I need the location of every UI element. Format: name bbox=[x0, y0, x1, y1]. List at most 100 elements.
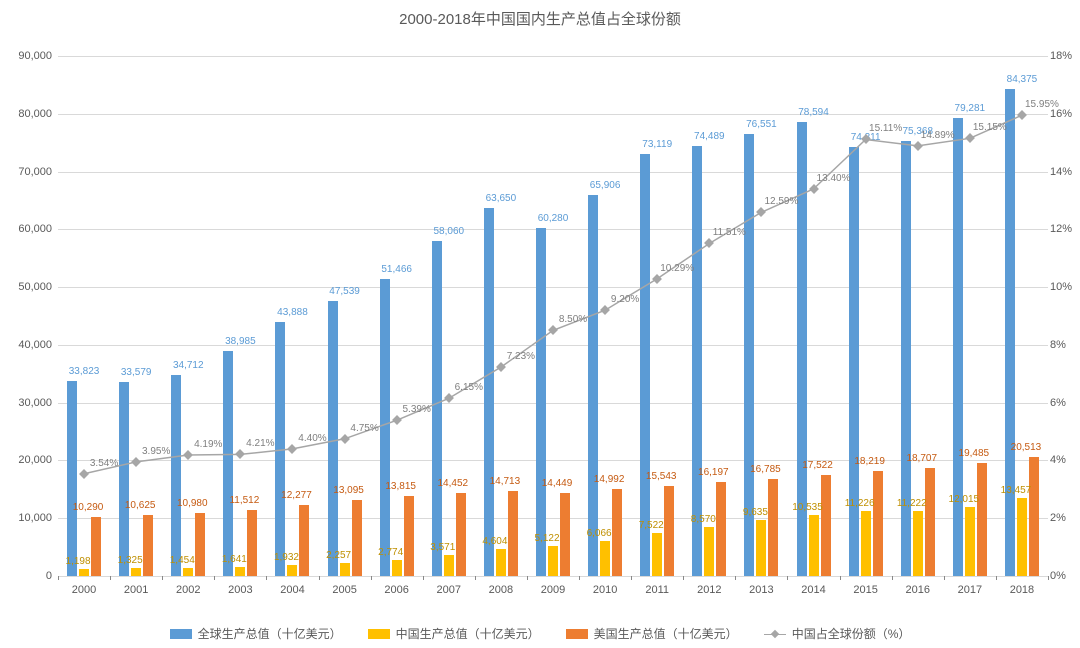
y-right-tick-label: 18% bbox=[1050, 50, 1080, 62]
bar-usa bbox=[768, 479, 778, 576]
bar-usa bbox=[1029, 457, 1039, 576]
bar-global bbox=[171, 375, 181, 576]
legend-label: 中国生产总值（十亿美元） bbox=[396, 625, 540, 642]
data-label-global: 78,594 bbox=[798, 107, 829, 118]
bar-usa bbox=[925, 468, 935, 576]
chart-title: 2000-2018年中国国内生产总值占全球份额 bbox=[0, 8, 1080, 29]
data-label-global: 76,551 bbox=[746, 119, 777, 130]
legend-swatch bbox=[170, 629, 192, 639]
x-tick-label: 2018 bbox=[1010, 584, 1034, 596]
data-label-china: 1,641 bbox=[222, 554, 247, 565]
gridline bbox=[58, 114, 1048, 115]
data-label-china: 8,570 bbox=[691, 514, 716, 525]
bar-usa bbox=[664, 486, 674, 576]
line-marker bbox=[1017, 110, 1027, 120]
x-tick-label: 2011 bbox=[645, 584, 669, 596]
legend-label: 全球生产总值（十亿美元） bbox=[198, 625, 342, 642]
data-label-global: 43,888 bbox=[277, 307, 308, 318]
bar-china bbox=[235, 567, 245, 576]
y-left-tick-label: 50,000 bbox=[0, 281, 52, 293]
data-label-usa: 18,707 bbox=[906, 453, 937, 464]
line-marker bbox=[392, 415, 402, 425]
line-marker bbox=[913, 141, 923, 151]
bar-global bbox=[484, 208, 494, 576]
y-right-tick-label: 4% bbox=[1050, 454, 1080, 466]
y-right-tick-label: 2% bbox=[1050, 512, 1080, 524]
data-label-share: 4.75% bbox=[350, 423, 378, 434]
x-tick-label: 2014 bbox=[801, 584, 825, 596]
data-label-share: 7.23% bbox=[507, 351, 535, 362]
data-label-share: 12.59% bbox=[764, 196, 798, 207]
data-label-usa: 10,980 bbox=[177, 498, 208, 509]
data-label-usa: 19,485 bbox=[959, 448, 990, 459]
legend-swatch bbox=[566, 629, 588, 639]
x-tick-label: 2012 bbox=[697, 584, 721, 596]
bar-usa bbox=[873, 471, 883, 576]
bar-china bbox=[287, 565, 297, 576]
data-label-china: 1,932 bbox=[274, 552, 299, 563]
gridline bbox=[58, 460, 1048, 461]
line-marker bbox=[704, 239, 714, 249]
data-label-china: 1,454 bbox=[170, 555, 195, 566]
data-label-usa: 13,815 bbox=[385, 481, 416, 492]
data-label-share: 5.39% bbox=[402, 404, 430, 415]
bar-global bbox=[849, 147, 859, 576]
data-label-china: 3,571 bbox=[430, 542, 455, 553]
data-label-global: 47,539 bbox=[329, 286, 360, 297]
bar-global bbox=[328, 301, 338, 576]
bar-china bbox=[548, 546, 558, 576]
data-label-global: 51,466 bbox=[381, 264, 412, 275]
gridline bbox=[58, 576, 1048, 577]
data-label-usa: 20,513 bbox=[1011, 442, 1042, 453]
data-label-usa: 11,512 bbox=[229, 495, 259, 506]
x-tick-label: 2003 bbox=[228, 584, 252, 596]
data-label-global: 84,375 bbox=[1007, 74, 1038, 85]
data-label-global: 34,712 bbox=[173, 360, 204, 371]
bar-usa bbox=[821, 475, 831, 576]
bar-usa bbox=[716, 482, 726, 576]
gridline bbox=[58, 56, 1048, 57]
data-label-china: 5,122 bbox=[534, 533, 559, 544]
gridline bbox=[58, 403, 1048, 404]
y-left-tick-label: 90,000 bbox=[0, 50, 52, 62]
bar-china bbox=[183, 568, 193, 576]
line-marker bbox=[131, 457, 141, 467]
y-right-tick-label: 8% bbox=[1050, 339, 1080, 351]
y-left-tick-label: 40,000 bbox=[0, 339, 52, 351]
data-label-share: 3.54% bbox=[90, 458, 118, 469]
data-label-china: 10,535 bbox=[792, 502, 823, 513]
x-tick-label: 2010 bbox=[593, 584, 617, 596]
bar-global bbox=[1005, 89, 1015, 577]
data-label-china: 2,257 bbox=[326, 550, 351, 561]
bar-china bbox=[79, 569, 89, 576]
x-tick-label: 2000 bbox=[72, 584, 96, 596]
data-label-global: 33,823 bbox=[69, 366, 100, 377]
data-label-share: 13.40% bbox=[817, 173, 851, 184]
data-label-global: 79,281 bbox=[955, 103, 986, 114]
bar-china bbox=[392, 560, 402, 576]
bar-global bbox=[588, 195, 598, 576]
bar-global bbox=[223, 351, 233, 576]
legend-line-icon bbox=[764, 629, 786, 639]
plot-area: 2000200120022003200420052006200720082009… bbox=[58, 56, 1048, 576]
legend-label: 中国占全球份额（%） bbox=[792, 625, 911, 642]
data-label-china: 13,457 bbox=[1001, 485, 1032, 496]
bar-usa bbox=[299, 505, 309, 576]
chart-container: 2000-2018年中国国内生产总值占全球份额 2000200120022003… bbox=[0, 0, 1080, 648]
bar-global bbox=[119, 382, 129, 576]
data-label-share: 4.40% bbox=[298, 433, 326, 444]
bar-usa bbox=[612, 489, 622, 576]
y-right-tick-label: 6% bbox=[1050, 397, 1080, 409]
y-right-tick-label: 12% bbox=[1050, 223, 1080, 235]
data-label-usa: 18,219 bbox=[854, 456, 885, 467]
bar-usa bbox=[143, 515, 153, 576]
line-marker bbox=[496, 362, 506, 372]
bar-global bbox=[380, 279, 390, 576]
bar-global bbox=[67, 381, 77, 576]
bar-global bbox=[901, 141, 911, 576]
line-marker bbox=[79, 469, 89, 479]
y-left-tick-label: 80,000 bbox=[0, 108, 52, 120]
bar-china bbox=[600, 541, 610, 576]
y-right-tick-label: 14% bbox=[1050, 166, 1080, 178]
y-left-tick-label: 70,000 bbox=[0, 166, 52, 178]
